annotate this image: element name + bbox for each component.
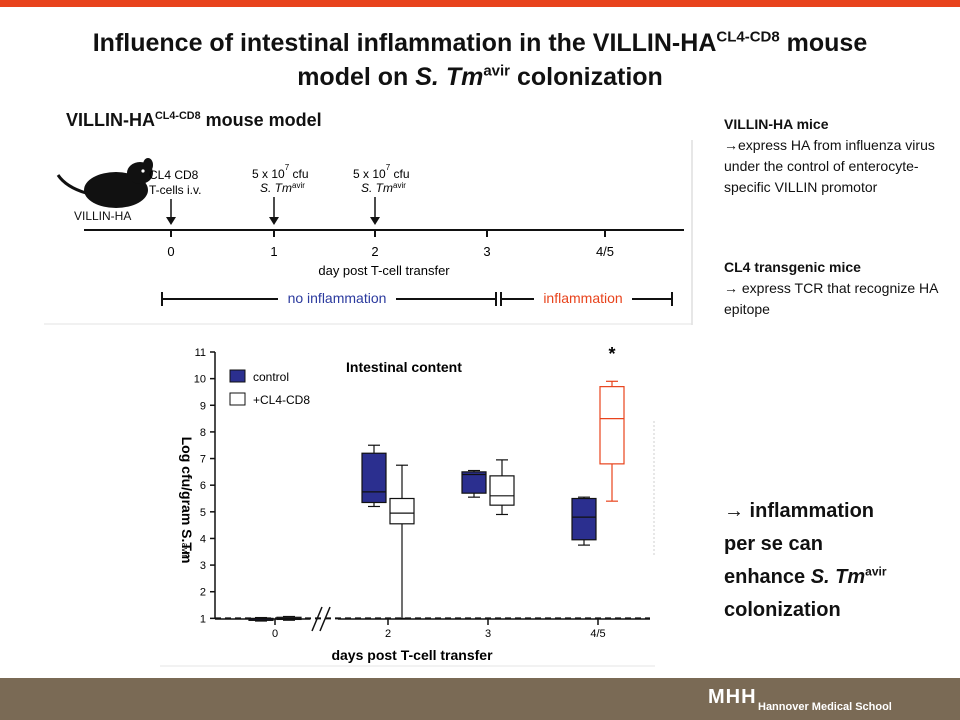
y-tick-label: 11 [195, 347, 206, 359]
y-tick-label: 3 [200, 560, 206, 572]
y-tick-label: 7 [200, 454, 206, 466]
phase-no-inflammation: no inflammation [161, 290, 502, 306]
event-tcell-injection: CL4 CD8 T-cells i.v. [149, 168, 201, 225]
y-tick-label: 5 [200, 507, 206, 519]
svg-text:5 x 107 cfu: 5 x 107 cfu [252, 163, 309, 181]
svg-text:S. Tmavir: S. Tmavir [260, 181, 305, 195]
legend-label-control: control [253, 370, 289, 384]
y-tick-label: 4 [200, 533, 206, 545]
conclusion: → inflammation per se can enhance S. Tma… [724, 500, 887, 621]
legend-swatch-cl4-cd8 [229, 392, 246, 406]
box-iqr [361, 452, 387, 504]
box-iqr [461, 471, 487, 494]
y-tick-label: 1 [200, 613, 206, 625]
chart-xlabel: days post T-cell transfer [331, 647, 493, 663]
y-tick-label: 8 [200, 427, 206, 439]
box-control-day-45 [571, 496, 597, 546]
chart-ylabel: Log cfu/gram S.Tm [179, 437, 195, 564]
box-cl4-cd8-day-2 [389, 464, 415, 619]
svg-text:CL4 CD8: CL4 CD8 [149, 168, 199, 182]
villin-heading: VILLIN-HA mice [724, 116, 829, 132]
phase-label-inflammation: inflammation [543, 290, 622, 306]
cl4-heading: CL4 transgenic mice [724, 259, 861, 275]
chart-title: Intestinal content [346, 359, 462, 375]
tick-label: 3 [483, 244, 490, 259]
phase-inflammation: inflammation [501, 290, 673, 306]
colonization-boxplot: Intestinal content Log cfu/gram S.Tm avi… [160, 345, 655, 667]
box-cl4-cd8-day-45 [599, 380, 625, 502]
footer-bar [0, 678, 960, 720]
slide-title: Influence of intestinal inflammation in … [92, 28, 868, 91]
event-infection-1: 5 x 107 cfu S. Tmavir [252, 163, 309, 225]
legend-swatch-control [229, 369, 246, 383]
box-iqr [571, 497, 597, 541]
box-control-day-2 [361, 444, 387, 508]
event-infection-2: 5 x 107 cfu S. Tmavir [353, 163, 410, 225]
mouse-silhouette-icon [56, 158, 153, 208]
tick-1: 1 [270, 230, 278, 259]
cl4-text: → express TCR that recognize HA epitope [724, 280, 938, 317]
x-tick-label: 0 [272, 628, 278, 640]
tick-2: 2 [371, 230, 379, 259]
x-tick-label: 2 [385, 628, 391, 640]
tick-3: 3 [483, 230, 491, 259]
box-control-day-3 [461, 469, 487, 498]
tick-label: 0 [167, 244, 174, 259]
top-accent-bar [0, 0, 960, 7]
y-tick-label: 6 [200, 480, 206, 492]
box-iqr [389, 497, 415, 525]
y-tick-label: 2 [200, 587, 206, 599]
box-cl4-cd8-day-3 [489, 459, 515, 516]
villin-text: →express HA from influenza virus under t… [724, 137, 935, 195]
experiment-timeline: VILLIN-HA 0 1 2 3 4/5 day post T-cell tr… [44, 140, 693, 325]
legend-label-cl4-cd8: +CL4-CD8 [253, 393, 310, 407]
institution-name: Hannover Medical School [758, 701, 892, 713]
box-control-day-0 [248, 616, 274, 622]
tick-0: 0 [167, 230, 175, 259]
svg-text:5 x 107 cfu: 5 x 107 cfu [353, 163, 410, 181]
tick-45: 4/5 [596, 230, 614, 259]
box-iqr [599, 386, 625, 465]
x-tick-label: 4/5 [590, 628, 605, 640]
timeline-axis-label: day post T-cell transfer [318, 263, 450, 278]
svg-text:S. Tmavir: S. Tmavir [361, 181, 406, 195]
x-tick-label: 3 [485, 628, 491, 640]
chart-ylabel-sub: avir [180, 543, 190, 558]
cl4-info: CL4 transgenic mice → express TCR that r… [724, 257, 944, 320]
y-tick-label: 9 [200, 400, 206, 412]
mouse-label: VILLIN-HA [74, 209, 131, 223]
tick-label: 4/5 [596, 244, 614, 259]
svg-text:T-cells i.v.: T-cells i.v. [149, 183, 201, 197]
mhh-logo: MHH [708, 686, 757, 708]
box-iqr [489, 475, 515, 506]
phase-label-no-inflammation: no inflammation [288, 290, 387, 306]
tick-label: 1 [270, 244, 277, 259]
villin-info: VILLIN-HA mice →express HA from influenz… [724, 114, 944, 198]
box-cl4-cd8-day-0 [276, 615, 302, 621]
model-panel-title: VILLIN-HACL4-CD8 mouse model [66, 110, 322, 130]
tick-label: 2 [371, 244, 378, 259]
y-tick-label: 10 [194, 374, 206, 386]
significance-star: * [608, 345, 615, 364]
